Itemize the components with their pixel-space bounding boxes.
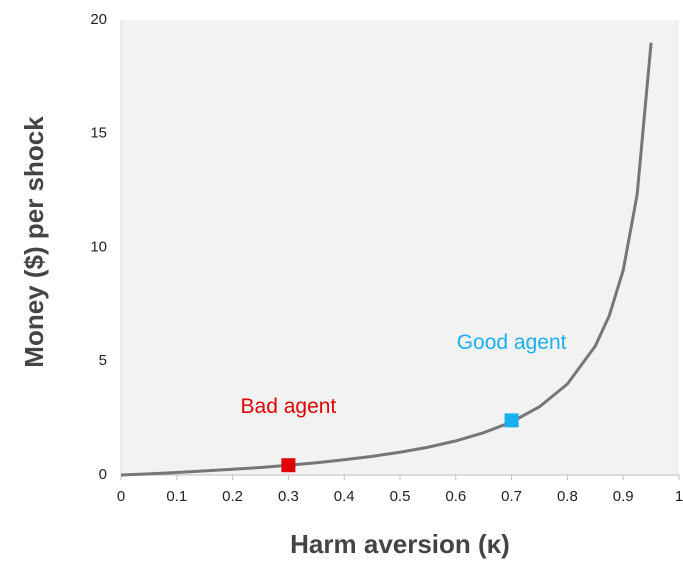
x-tick-label: 0.2 [222,488,243,505]
y-tick-label: 15 [90,125,107,142]
x-tick-label: 0 [117,488,125,505]
x-tick-label: 0.5 [390,488,411,505]
x-tick-label: 0.3 [278,488,299,505]
x-tick-label: 1 [675,488,683,505]
point-label: Good agent [457,331,567,354]
y-tick-label: 20 [90,11,107,28]
x-axis-title: Harm aversion (κ) [290,529,510,559]
x-tick-label: 0.6 [445,488,466,505]
point-label: Bad agent [241,395,337,418]
y-tick-label: 0 [99,466,107,483]
x-tick-label: 0.7 [501,488,522,505]
y-axis-title: Money ($) per shock [19,116,49,368]
x-tick-label: 0.9 [613,488,634,505]
y-tick-label: 10 [90,238,107,255]
x-tick-label: 0.8 [557,488,578,505]
x-tick-label: 0.4 [334,488,355,505]
point [504,413,519,428]
x-tick-label: 0.1 [166,488,187,505]
plot-area [121,20,679,475]
point [281,458,296,473]
y-tick-label: 5 [99,352,107,369]
curve [120,42,653,477]
